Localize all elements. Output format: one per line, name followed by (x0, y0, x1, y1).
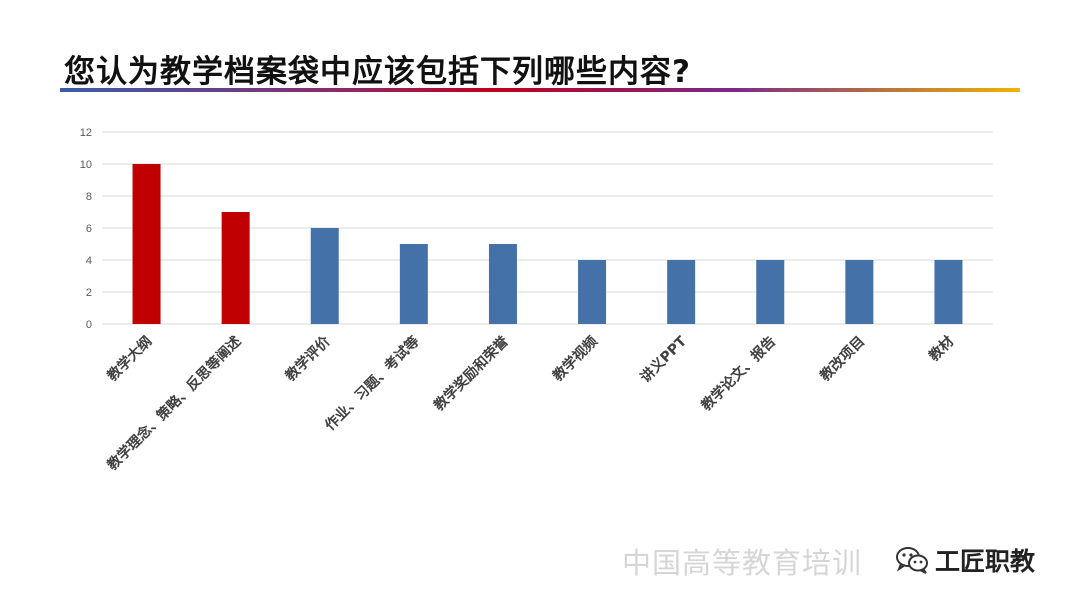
y-tick-label: 10 (80, 159, 92, 171)
bar (132, 164, 161, 324)
x-tick-label: 教学大纲 (104, 333, 156, 385)
x-tick-label: 教材 (925, 333, 957, 365)
y-tick-label: 0 (86, 319, 92, 331)
x-tick-label: 教改项目 (817, 333, 869, 385)
y-tick-label: 12 (80, 127, 92, 139)
y-tick-label: 4 (86, 255, 92, 267)
y-tick-label: 8 (86, 191, 92, 203)
bar (310, 228, 339, 324)
x-tick-label: 教学视频 (549, 333, 601, 385)
bar (756, 260, 785, 324)
slide-title: 您认为教学档案袋中应该包括下列哪些内容? (64, 54, 691, 90)
x-tick-label: 教学评价 (282, 332, 334, 384)
bar (667, 260, 696, 324)
brand-name: 工匠职教 (935, 547, 1036, 576)
x-tick-label: 作业、习题、考试等 (322, 333, 423, 434)
x-tick-label: 讲义PPT (637, 332, 690, 385)
x-tick-label: 教学论文、报告 (698, 333, 779, 414)
bar (221, 212, 250, 324)
bar (934, 260, 963, 324)
wechat-icon (896, 547, 928, 574)
brand-badge: 工匠职教 (893, 540, 1042, 580)
y-tick-label: 6 (86, 223, 92, 235)
x-tick-label: 教学奖励和荣誉 (430, 332, 512, 414)
bar (845, 260, 874, 324)
bar (399, 244, 428, 324)
gridlines (102, 131, 993, 325)
y-axis-ticks: 0 2 4 6 8 10 12 (80, 127, 92, 331)
bar (488, 244, 517, 324)
watermark-text: 中国高等教育培训 (622, 546, 863, 580)
bars (132, 164, 963, 324)
title-divider (60, 88, 1020, 92)
y-tick-label: 2 (86, 287, 92, 299)
bar (578, 260, 607, 324)
